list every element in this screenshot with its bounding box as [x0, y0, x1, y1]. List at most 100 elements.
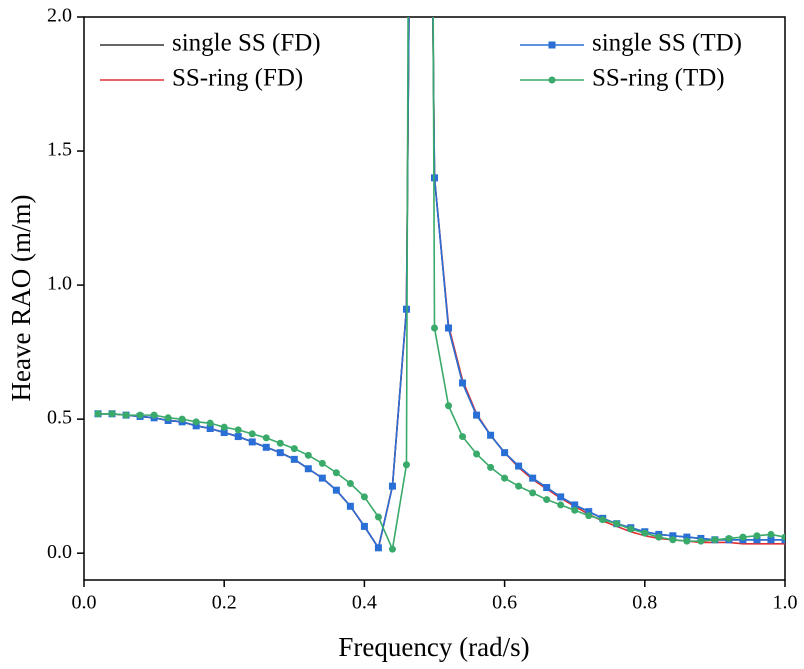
- marker: [276, 439, 284, 447]
- marker: [697, 537, 705, 545]
- x-axis-title: Frequency (rad/s): [338, 632, 529, 662]
- x-tick-label: 0.8: [632, 592, 657, 614]
- marker: [206, 425, 214, 433]
- marker: [487, 431, 495, 439]
- marker: [767, 530, 775, 538]
- legend-label: SS-ring (FD): [172, 65, 303, 92]
- marker: [388, 545, 396, 553]
- y-axis-title: Heave RAO (m/m): [6, 195, 36, 402]
- x-tick-label: 0.4: [352, 592, 377, 614]
- marker: [599, 516, 607, 524]
- marker: [585, 512, 593, 520]
- marker: [304, 451, 312, 459]
- marker: [557, 501, 565, 509]
- marker: [543, 484, 551, 492]
- marker: [753, 536, 761, 544]
- marker: [346, 479, 354, 487]
- y-tick-label: 0.5: [47, 407, 72, 429]
- marker: [529, 489, 537, 497]
- y-tick-label: 2.0: [47, 5, 72, 27]
- marker: [725, 534, 733, 542]
- marker: [290, 445, 298, 453]
- marker: [487, 463, 495, 471]
- marker: [262, 434, 270, 442]
- marker: [571, 501, 579, 509]
- marker: [150, 411, 158, 419]
- marker: [641, 529, 649, 537]
- legend-label: SS-ring (TD): [592, 65, 725, 92]
- marker: [571, 506, 579, 514]
- marker: [234, 433, 242, 441]
- marker: [164, 414, 172, 422]
- marker: [402, 461, 410, 469]
- marker: [374, 513, 382, 521]
- marker: [374, 544, 382, 552]
- marker: [557, 493, 565, 501]
- marker: [332, 469, 340, 477]
- marker: [515, 462, 523, 470]
- y-tick-label: 0.0: [47, 541, 72, 563]
- marker: [627, 525, 635, 533]
- marker: [683, 537, 691, 545]
- marker: [206, 419, 214, 427]
- marker: [501, 449, 509, 457]
- marker: [669, 532, 677, 540]
- marker: [192, 418, 200, 426]
- marker: [178, 415, 186, 423]
- marker: [781, 533, 785, 541]
- marker: [543, 496, 551, 504]
- marker: [234, 426, 242, 434]
- marker: [276, 449, 284, 457]
- marker: [136, 411, 144, 419]
- marker: [431, 324, 438, 332]
- marker: [473, 411, 481, 419]
- plot-frame: [83, 16, 786, 581]
- marker: [318, 459, 326, 467]
- marker: [248, 430, 256, 438]
- marker: [360, 522, 368, 530]
- marker: [585, 508, 593, 516]
- marker: [683, 533, 691, 541]
- y-tick-label: 1.0: [47, 273, 72, 295]
- marker: [248, 438, 256, 446]
- marker: [711, 536, 719, 544]
- x-tick-label: 0.0: [72, 592, 97, 614]
- legend-label: single SS (FD): [172, 30, 321, 57]
- x-tick-label: 0.6: [492, 592, 517, 614]
- marker: [753, 532, 761, 540]
- marker: [318, 474, 326, 482]
- marker: [290, 455, 298, 463]
- marker: [220, 429, 228, 437]
- marker: [445, 402, 453, 410]
- marker: [445, 324, 453, 332]
- marker: [220, 423, 228, 431]
- legend-marker: [548, 41, 556, 49]
- marker: [669, 536, 677, 544]
- marker: [388, 482, 396, 490]
- marker: [655, 533, 663, 541]
- marker: [459, 379, 467, 387]
- marker: [262, 443, 270, 451]
- plot-area: [94, 17, 785, 553]
- marker: [613, 520, 621, 528]
- marker: [501, 474, 509, 482]
- marker: [332, 486, 340, 494]
- marker: [515, 482, 523, 490]
- marker: [739, 533, 747, 541]
- y-tick-label: 1.5: [47, 139, 72, 161]
- marker: [108, 410, 116, 418]
- marker: [459, 433, 467, 441]
- marker: [767, 536, 775, 544]
- marker: [360, 493, 368, 501]
- legend-label: single SS (TD): [592, 30, 742, 57]
- legend-marker: [548, 76, 556, 84]
- x-tick-label: 1.0: [773, 592, 798, 614]
- marker: [529, 474, 537, 482]
- marker: [94, 410, 102, 418]
- marker: [304, 465, 312, 473]
- marker: [473, 450, 481, 458]
- marker: [346, 502, 354, 510]
- marker: [192, 422, 200, 430]
- x-tick-label: 0.2: [212, 592, 237, 614]
